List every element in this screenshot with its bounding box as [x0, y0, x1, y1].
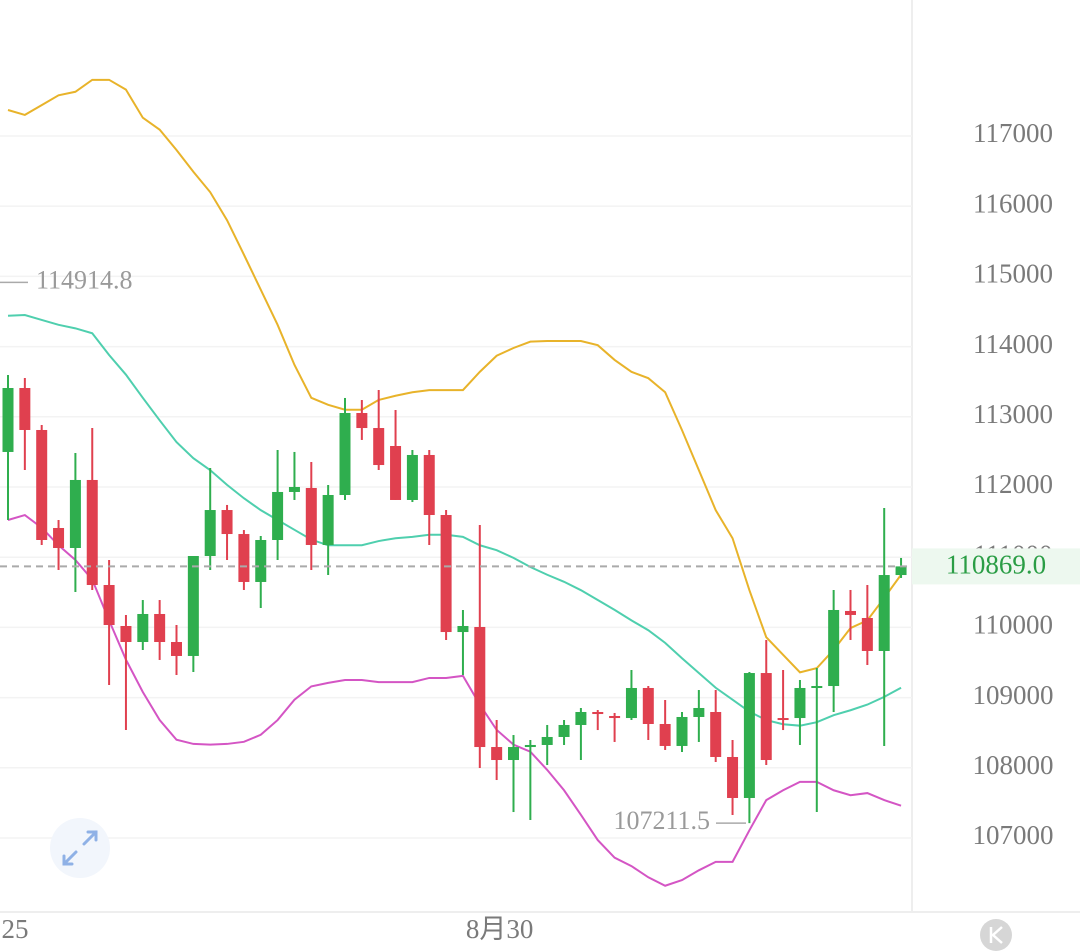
- candle-body: [272, 491, 284, 540]
- annotation-label: 114914.8: [36, 265, 133, 294]
- candle-body: [373, 428, 385, 466]
- candle-body: [36, 429, 48, 540]
- candle-body: [491, 747, 503, 761]
- y-tick-label: 113000: [973, 399, 1053, 429]
- candle-body: [204, 510, 216, 557]
- candle-body: [221, 510, 233, 535]
- band-line: [7, 78, 902, 674]
- candle-body: [305, 487, 317, 545]
- grid: 1070001080001090001100001110001120001130…: [0, 118, 1054, 944]
- candle-body: [406, 454, 418, 500]
- y-tick-label: 110000: [973, 610, 1053, 640]
- candle-body: [53, 527, 65, 549]
- y-tick-label: 115000: [973, 259, 1053, 289]
- candle-body: [676, 716, 688, 746]
- candle-body: [558, 724, 570, 737]
- y-tick-label: 108000: [973, 750, 1054, 780]
- candle-body: [508, 747, 519, 761]
- candle-body: [524, 744, 536, 748]
- candle-body: [845, 610, 856, 615]
- candle-body: [322, 494, 334, 545]
- candle-body: [878, 575, 890, 651]
- k-icon: [989, 926, 1003, 944]
- candles: [2, 375, 907, 824]
- candle-body: [609, 715, 621, 719]
- candle-body: [154, 613, 166, 643]
- last-price-label: 110869.0: [946, 550, 1046, 580]
- y-tick-label: 107000: [973, 820, 1054, 850]
- candle-body: [86, 479, 98, 585]
- candle-body: [777, 718, 789, 721]
- candle-body: [339, 413, 351, 495]
- last-price-box: [912, 548, 1080, 585]
- candle-body: [592, 711, 604, 715]
- candle-body: [541, 736, 553, 745]
- candle-body: [288, 486, 300, 492]
- y-tick-label: 117000: [973, 118, 1053, 148]
- k-button[interactable]: [980, 919, 1012, 951]
- candle-body: [861, 617, 873, 651]
- candle-body: [255, 539, 267, 582]
- candle-body: [828, 609, 840, 687]
- candle-body: [575, 711, 587, 725]
- overlay: 114914.8 107211.5 110869.0: [0, 265, 1080, 835]
- candle-body: [19, 388, 31, 430]
- candle-body: [474, 626, 486, 748]
- expand-button-bg[interactable]: [50, 818, 110, 878]
- candle-body: [137, 613, 149, 643]
- candle-body: [895, 566, 907, 576]
- candle-body: [693, 707, 705, 717]
- candle-body: [811, 686, 823, 689]
- candle-body: [440, 515, 452, 633]
- candle-body: [659, 723, 671, 746]
- candle-body: [794, 687, 806, 719]
- y-tick-label: 116000: [973, 188, 1053, 218]
- candle-body: [171, 642, 182, 656]
- candle-body: [760, 673, 772, 761]
- expand-icon: [62, 830, 98, 866]
- y-tick-label: 112000: [973, 469, 1053, 499]
- candle-body: [743, 673, 755, 798]
- candle-body: [238, 534, 250, 582]
- band-line: [7, 513, 902, 887]
- candle-body: [710, 711, 722, 757]
- candle-body: [69, 479, 81, 549]
- x-tick-label: 8月30: [466, 914, 534, 944]
- y-tick-label: 109000: [973, 680, 1054, 710]
- candle-body: [356, 413, 368, 429]
- y-tick-label: 114000: [973, 329, 1053, 359]
- annotation-label: 107211.5: [613, 806, 710, 835]
- candle-body: [390, 445, 402, 500]
- candle-body: [2, 388, 14, 452]
- candle-body: [625, 687, 637, 719]
- expand-button[interactable]: [50, 818, 110, 878]
- x-tick-label: 25: [2, 914, 29, 944]
- candle-body: [642, 687, 654, 724]
- candle-body: [727, 756, 739, 798]
- candle-body: [103, 584, 115, 626]
- k-button-bg[interactable]: [980, 919, 1012, 951]
- candle-body: [120, 625, 132, 643]
- candle-body: [187, 556, 199, 656]
- candle-body: [423, 454, 435, 516]
- candle-body: [457, 625, 469, 633]
